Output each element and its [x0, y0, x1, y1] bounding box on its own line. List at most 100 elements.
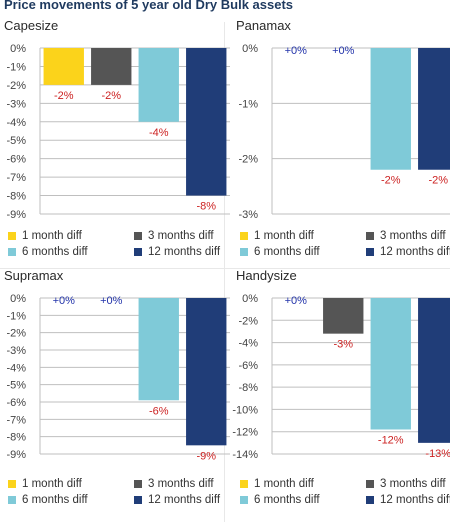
panel-divider-vertical — [224, 22, 225, 522]
y-tick-label: -9% — [6, 209, 26, 221]
legend-item: 1 month diff — [240, 478, 314, 490]
page-title: Price movements of 5 year old Dry Bulk a… — [4, 0, 294, 12]
panamax-legend: 1 month diff 3 months diff 6 months diff 12… — [232, 230, 450, 264]
y-tick-label: -4% — [6, 117, 26, 129]
panamax-bar-4 — [418, 48, 450, 170]
legend-label: 3 months diff — [148, 478, 214, 490]
supramax-data-label-4: -9% — [196, 450, 216, 462]
legend-swatch — [8, 496, 16, 504]
handysize-chart: 0% -2% -4% -6% -8% -10% -12% -14% +0% -3% -12% -13% — [232, 293, 450, 461]
y-tick-label: -3% — [6, 345, 26, 357]
panamax-title: Panamax — [236, 18, 291, 33]
y-tick-label: -7% — [6, 172, 26, 184]
legend-label: 12 months diff — [148, 494, 221, 506]
supramax-data-label-2: +0% — [100, 295, 123, 307]
y-tick-label: 0% — [242, 43, 258, 55]
handysize-data-label-3: -12% — [378, 434, 404, 446]
panamax-data-label-4: -2% — [428, 175, 448, 187]
legend-item: 1 month diff — [8, 478, 82, 490]
legend-item: 3 months diff — [366, 478, 446, 490]
legend-label: 6 months diff — [22, 494, 88, 506]
legend-label: 12 months diff — [380, 494, 450, 506]
handysize-bar-3 — [370, 298, 411, 430]
capesize-data-label-1: -2% — [54, 90, 74, 102]
handysize-legend: 1 month diff 3 months diff 6 months diff 12… — [232, 478, 450, 512]
legend-swatch — [366, 496, 374, 504]
y-tick-label: 0% — [242, 293, 258, 305]
legend-swatch — [8, 480, 16, 488]
y-tick-label: -1% — [238, 98, 258, 110]
legend-swatch — [8, 232, 16, 240]
legend-label: 3 months diff — [148, 230, 214, 242]
handysize-title: Handysize — [236, 268, 297, 283]
handysize-data-label-2: -3% — [333, 339, 353, 351]
supramax-data-label-1: +0% — [53, 295, 76, 307]
y-tick-label: -8% — [6, 432, 26, 444]
legend-swatch — [240, 480, 248, 488]
capesize-bar-1 — [43, 48, 84, 85]
supramax-legend: 1 month diff 3 months diff 6 months diff 12… — [0, 478, 220, 512]
handysize-bar-2 — [323, 298, 364, 334]
legend-label: 3 months diff — [380, 478, 446, 490]
legend-swatch — [134, 248, 142, 256]
capesize-chart: 0% -1% -2% -3% -4% -5% -6% -7% -8% -9% -2% -2% -4% -8… — [6, 43, 230, 221]
legend-item: 12 months diff — [366, 246, 450, 258]
panel-divider-horizontal — [0, 268, 450, 269]
legend-item: 1 month diff — [8, 230, 82, 242]
handysize-bar-4 — [418, 298, 450, 443]
y-tick-label: -2% — [6, 328, 26, 340]
panamax-data-label-1: +0% — [285, 45, 308, 57]
y-tick-label: -6% — [6, 397, 26, 409]
legend-item: 12 months diff — [134, 246, 220, 258]
legend-swatch — [240, 496, 248, 504]
legend-item: 6 months diff — [240, 246, 320, 258]
y-tick-label: -8% — [238, 382, 258, 394]
y-tick-label: -4% — [6, 362, 26, 374]
legend-label: 6 months diff — [22, 246, 88, 258]
y-tick-label: -8% — [6, 191, 26, 203]
y-tick-label: -12% — [232, 427, 258, 439]
y-tick-label: 0% — [10, 293, 26, 305]
y-tick-label: 0% — [10, 43, 26, 55]
y-tick-label: -2% — [238, 154, 258, 166]
supramax-data-label-3: -6% — [149, 405, 169, 417]
y-tick-label: -6% — [238, 360, 258, 372]
y-tick-label: -2% — [6, 80, 26, 92]
legend-label: 1 month diff — [254, 478, 314, 490]
capesize-data-label-3: -4% — [149, 127, 169, 139]
y-tick-label: -9% — [6, 449, 26, 461]
y-tick-label: -1% — [6, 310, 26, 322]
capesize-data-label-2: -2% — [101, 90, 121, 102]
legend-swatch — [8, 248, 16, 256]
y-tick-label: -5% — [6, 380, 26, 392]
legend-item: 1 month diff — [240, 230, 314, 242]
legend-label: 1 month diff — [22, 478, 82, 490]
supramax-bar-3 — [138, 298, 179, 401]
legend-swatch — [134, 496, 142, 504]
legend-swatch — [240, 248, 248, 256]
supramax-bar-4 — [186, 298, 227, 446]
legend-swatch — [366, 248, 374, 256]
capesize-legend: 1 month diff 3 months diff 6 months diff 12… — [0, 230, 220, 264]
panamax-bar-3 — [370, 48, 411, 170]
capesize-data-label-4: -8% — [196, 201, 216, 213]
capesize-title: Capesize — [4, 18, 59, 33]
legend-item: 6 months diff — [8, 494, 88, 506]
panamax-chart: 0% -1% -2% -3% +0% +0% -2% -2% — [238, 43, 450, 221]
legend-label: 6 months diff — [254, 494, 320, 506]
legend-item: 12 months diff — [366, 494, 450, 506]
y-tick-label: -3% — [6, 98, 26, 110]
handysize-data-label-1: +0% — [285, 295, 308, 307]
legend-label: 6 months diff — [254, 246, 320, 258]
legend-item: 3 months diff — [134, 478, 214, 490]
legend-label: 1 month diff — [22, 230, 82, 242]
y-tick-label: -6% — [6, 154, 26, 166]
y-tick-label: -5% — [6, 135, 26, 147]
legend-label: 1 month diff — [254, 230, 314, 242]
legend-label: 12 months diff — [380, 246, 450, 258]
legend-swatch — [366, 232, 374, 240]
legend-swatch — [240, 232, 248, 240]
legend-item: 12 months diff — [134, 494, 220, 506]
capesize-bar-2 — [91, 48, 132, 85]
